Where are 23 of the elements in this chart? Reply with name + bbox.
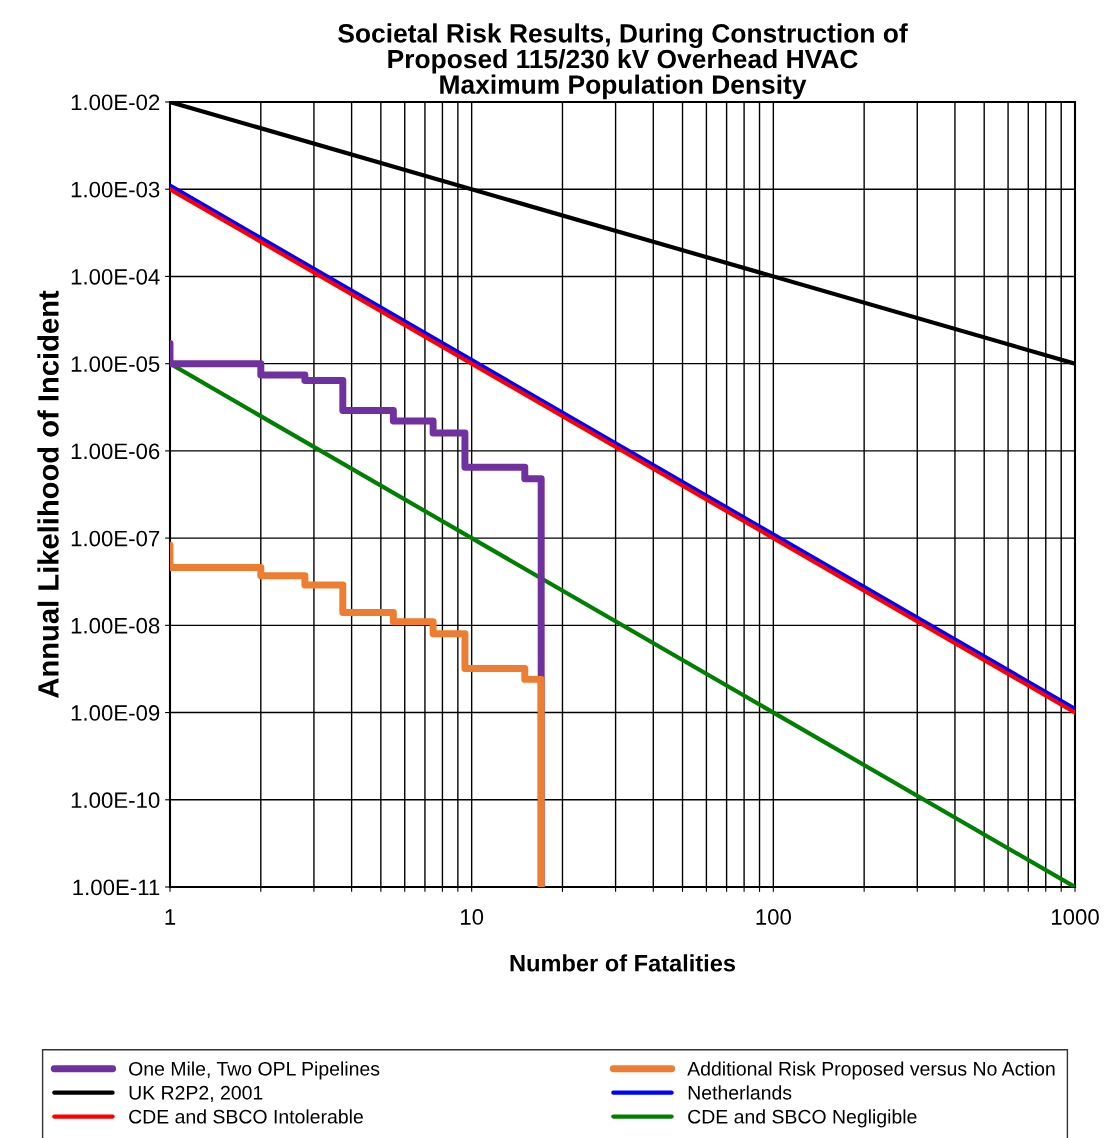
x-tick-label: 1000 (1051, 909, 1099, 925)
y-tick-label: 1.00E-11 (73, 879, 160, 896)
y-tick-label: 1.00E-07 (71, 530, 160, 547)
x-tick-label: 100 (756, 909, 791, 925)
legend-label: CDE and SBCO Negligible (688, 1109, 917, 1128)
legend-label: CDE and SBCO Intolerable (129, 1109, 363, 1124)
y-axis-title: Annual Likelihood of Incident (37, 290, 59, 698)
legend-label: Netherlands (688, 1085, 792, 1100)
y-tick-label: 1.00E-02 (71, 94, 160, 111)
legend-label: UK R2P2, 2001 (129, 1085, 263, 1102)
legend-label: Additional Risk Proposed versus No Action (687, 1061, 1055, 1080)
x-tick-label: 10 (461, 909, 484, 925)
y-tick-label: 1.00E-06 (71, 443, 160, 460)
y-tick-label: 1.00E-09 (71, 705, 160, 721)
chart-title: Societal Risk Results, During Construction of Proposed 115/230 kV Overhead HVAC Maximum Population Density (338, 23, 908, 100)
y-tick-label: 1.00E-04 (71, 268, 160, 285)
x-axis-title: Number of Fatalities (510, 954, 736, 972)
y-tick-label: 1.00E-05 (71, 356, 160, 372)
legend-label: One Mile, Two OPL Pipelines (129, 1061, 380, 1080)
y-tick-label: 1.00E-10 (71, 792, 160, 809)
y-tick-label: 1.00E-08 (71, 617, 160, 634)
y-tick-label: 1.00E-03 (71, 181, 160, 198)
x-tick-label: 1 (165, 909, 176, 925)
